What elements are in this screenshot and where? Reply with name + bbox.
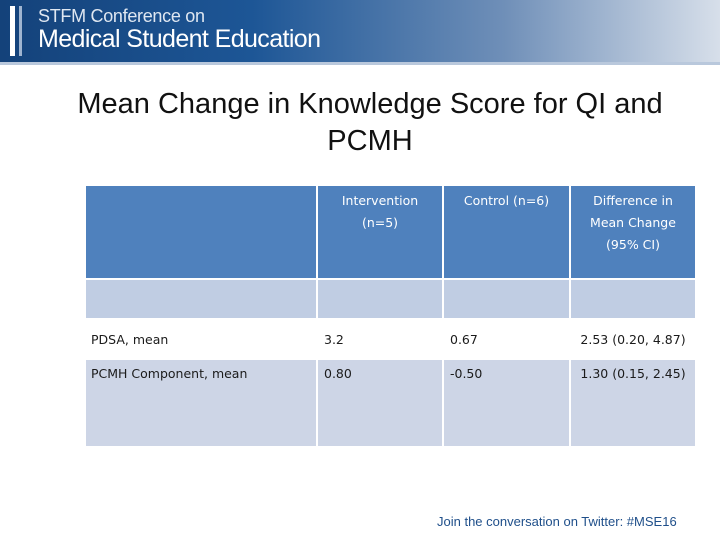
table-cell	[316, 278, 444, 320]
row-label: PDSA, mean	[84, 318, 318, 360]
table-row: PCMH Component, mean 0.80 -0.50 1.30 (0.…	[84, 358, 697, 448]
results-table: Intervention (n=5) Control (n=6) Differe…	[84, 184, 697, 448]
table-row: PDSA, mean 3.2 0.67 2.53 (0.20, 4.87)	[84, 318, 697, 360]
table-cell: -0.50	[442, 358, 571, 448]
table-header-row: Intervention (n=5) Control (n=6) Differe…	[84, 184, 697, 280]
banner-title: Medical Student Education	[38, 25, 321, 53]
table-cell: 0.80	[316, 358, 444, 448]
slide-title: Mean Change in Knowledge Score for QI an…	[77, 88, 663, 157]
banner-accent-bar-thin	[19, 6, 22, 56]
column-header-control: Control (n=6)	[442, 184, 571, 280]
table-spacer-row	[84, 278, 697, 320]
table-cell: 0.67	[442, 318, 571, 360]
column-header-intervention: Intervention (n=5)	[316, 184, 444, 280]
twitter-footer: Join the conversation on Twitter: #MSE16	[437, 514, 677, 529]
banner-subtitle: STFM Conference on	[38, 6, 205, 26]
column-header-difference: Difference in Mean Change (95% CI)	[569, 184, 697, 280]
table-cell	[442, 278, 571, 320]
banner-divider	[0, 62, 720, 65]
banner-accent-bar	[10, 6, 15, 56]
table-cell: 2.53 (0.20, 4.87)	[569, 318, 697, 360]
conference-banner: STFM Conference on Medical Student Educa…	[0, 0, 720, 62]
table-cell	[84, 278, 318, 320]
table-cell: 3.2	[316, 318, 444, 360]
table-cell: 1.30 (0.15, 2.45)	[569, 358, 697, 448]
row-label: PCMH Component, mean	[84, 358, 318, 448]
table-cell	[569, 278, 697, 320]
column-header-empty	[84, 184, 318, 280]
